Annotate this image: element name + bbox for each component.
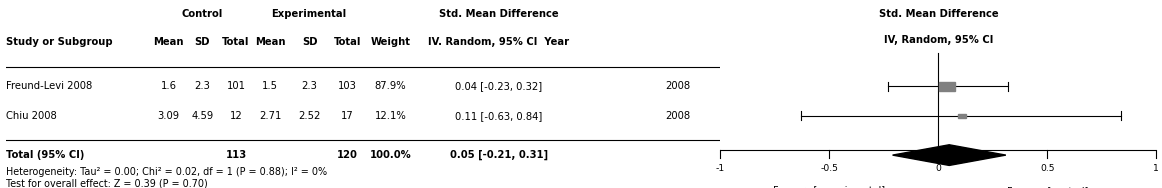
Text: Chiu 2008: Chiu 2008: [6, 111, 57, 121]
Text: 1.5: 1.5: [263, 81, 278, 92]
Text: Mean: Mean: [153, 37, 184, 47]
Text: -0.5: -0.5: [820, 164, 838, 173]
Text: Std. Mean Difference: Std. Mean Difference: [439, 9, 559, 19]
Text: Test for overall effect: Z = 0.39 (P = 0.70): Test for overall effect: Z = 0.39 (P = 0…: [6, 178, 208, 188]
Text: SD: SD: [194, 37, 210, 47]
Text: Mean: Mean: [254, 37, 286, 47]
Text: IV. Random, 95% CI  Year: IV. Random, 95% CI Year: [429, 37, 569, 47]
Text: 2.52: 2.52: [299, 111, 321, 121]
Text: Std. Mean Difference: Std. Mean Difference: [878, 9, 998, 19]
Text: 87.9%: 87.9%: [374, 81, 406, 92]
Text: 0.11 [-0.63, 0.84]: 0.11 [-0.63, 0.84]: [456, 111, 543, 121]
Text: 103: 103: [338, 81, 357, 92]
Text: 100.0%: 100.0%: [370, 150, 411, 160]
Text: Favours [control]: Favours [control]: [1006, 186, 1088, 188]
Text: -1: -1: [716, 164, 725, 173]
Text: Experimental: Experimental: [271, 9, 346, 19]
Text: 0: 0: [935, 164, 941, 173]
Text: 2008: 2008: [665, 111, 690, 121]
Bar: [939, 82, 955, 91]
Text: 17: 17: [340, 111, 353, 121]
Text: IV, Random, 95% CI: IV, Random, 95% CI: [883, 35, 994, 45]
Text: Freund-Levi 2008: Freund-Levi 2008: [6, 81, 92, 92]
Text: Study or Subgroup: Study or Subgroup: [6, 37, 113, 47]
Text: 0.5: 0.5: [1040, 164, 1054, 173]
Bar: [959, 114, 966, 118]
Text: Total: Total: [333, 37, 361, 47]
Text: 3.09: 3.09: [158, 111, 180, 121]
Text: 113: 113: [225, 150, 246, 160]
Text: 12: 12: [230, 111, 243, 121]
Text: 4.59: 4.59: [192, 111, 214, 121]
Polygon shape: [892, 145, 1006, 165]
Text: Heterogeneity: Tau² = 0.00; Chi² = 0.02, df = 1 (P = 0.88); I² = 0%: Heterogeneity: Tau² = 0.00; Chi² = 0.02,…: [6, 167, 327, 177]
Text: 1.6: 1.6: [160, 81, 177, 92]
Text: 1: 1: [1153, 164, 1160, 173]
Text: Favours [experimental]: Favours [experimental]: [774, 186, 885, 188]
Text: Control: Control: [181, 9, 223, 19]
Text: 101: 101: [227, 81, 245, 92]
Text: Total: Total: [222, 37, 250, 47]
Text: Weight: Weight: [371, 37, 410, 47]
Text: 120: 120: [337, 150, 358, 160]
Text: 2008: 2008: [665, 81, 690, 92]
Text: SD: SD: [302, 37, 317, 47]
Text: 2.71: 2.71: [259, 111, 281, 121]
Text: 2.3: 2.3: [302, 81, 317, 92]
Text: 2.3: 2.3: [194, 81, 210, 92]
Text: 12.1%: 12.1%: [374, 111, 407, 121]
Text: 0.04 [-0.23, 0.32]: 0.04 [-0.23, 0.32]: [456, 81, 543, 92]
Text: 0.05 [-0.21, 0.31]: 0.05 [-0.21, 0.31]: [450, 150, 548, 160]
Text: Total (95% CI): Total (95% CI): [6, 150, 84, 160]
